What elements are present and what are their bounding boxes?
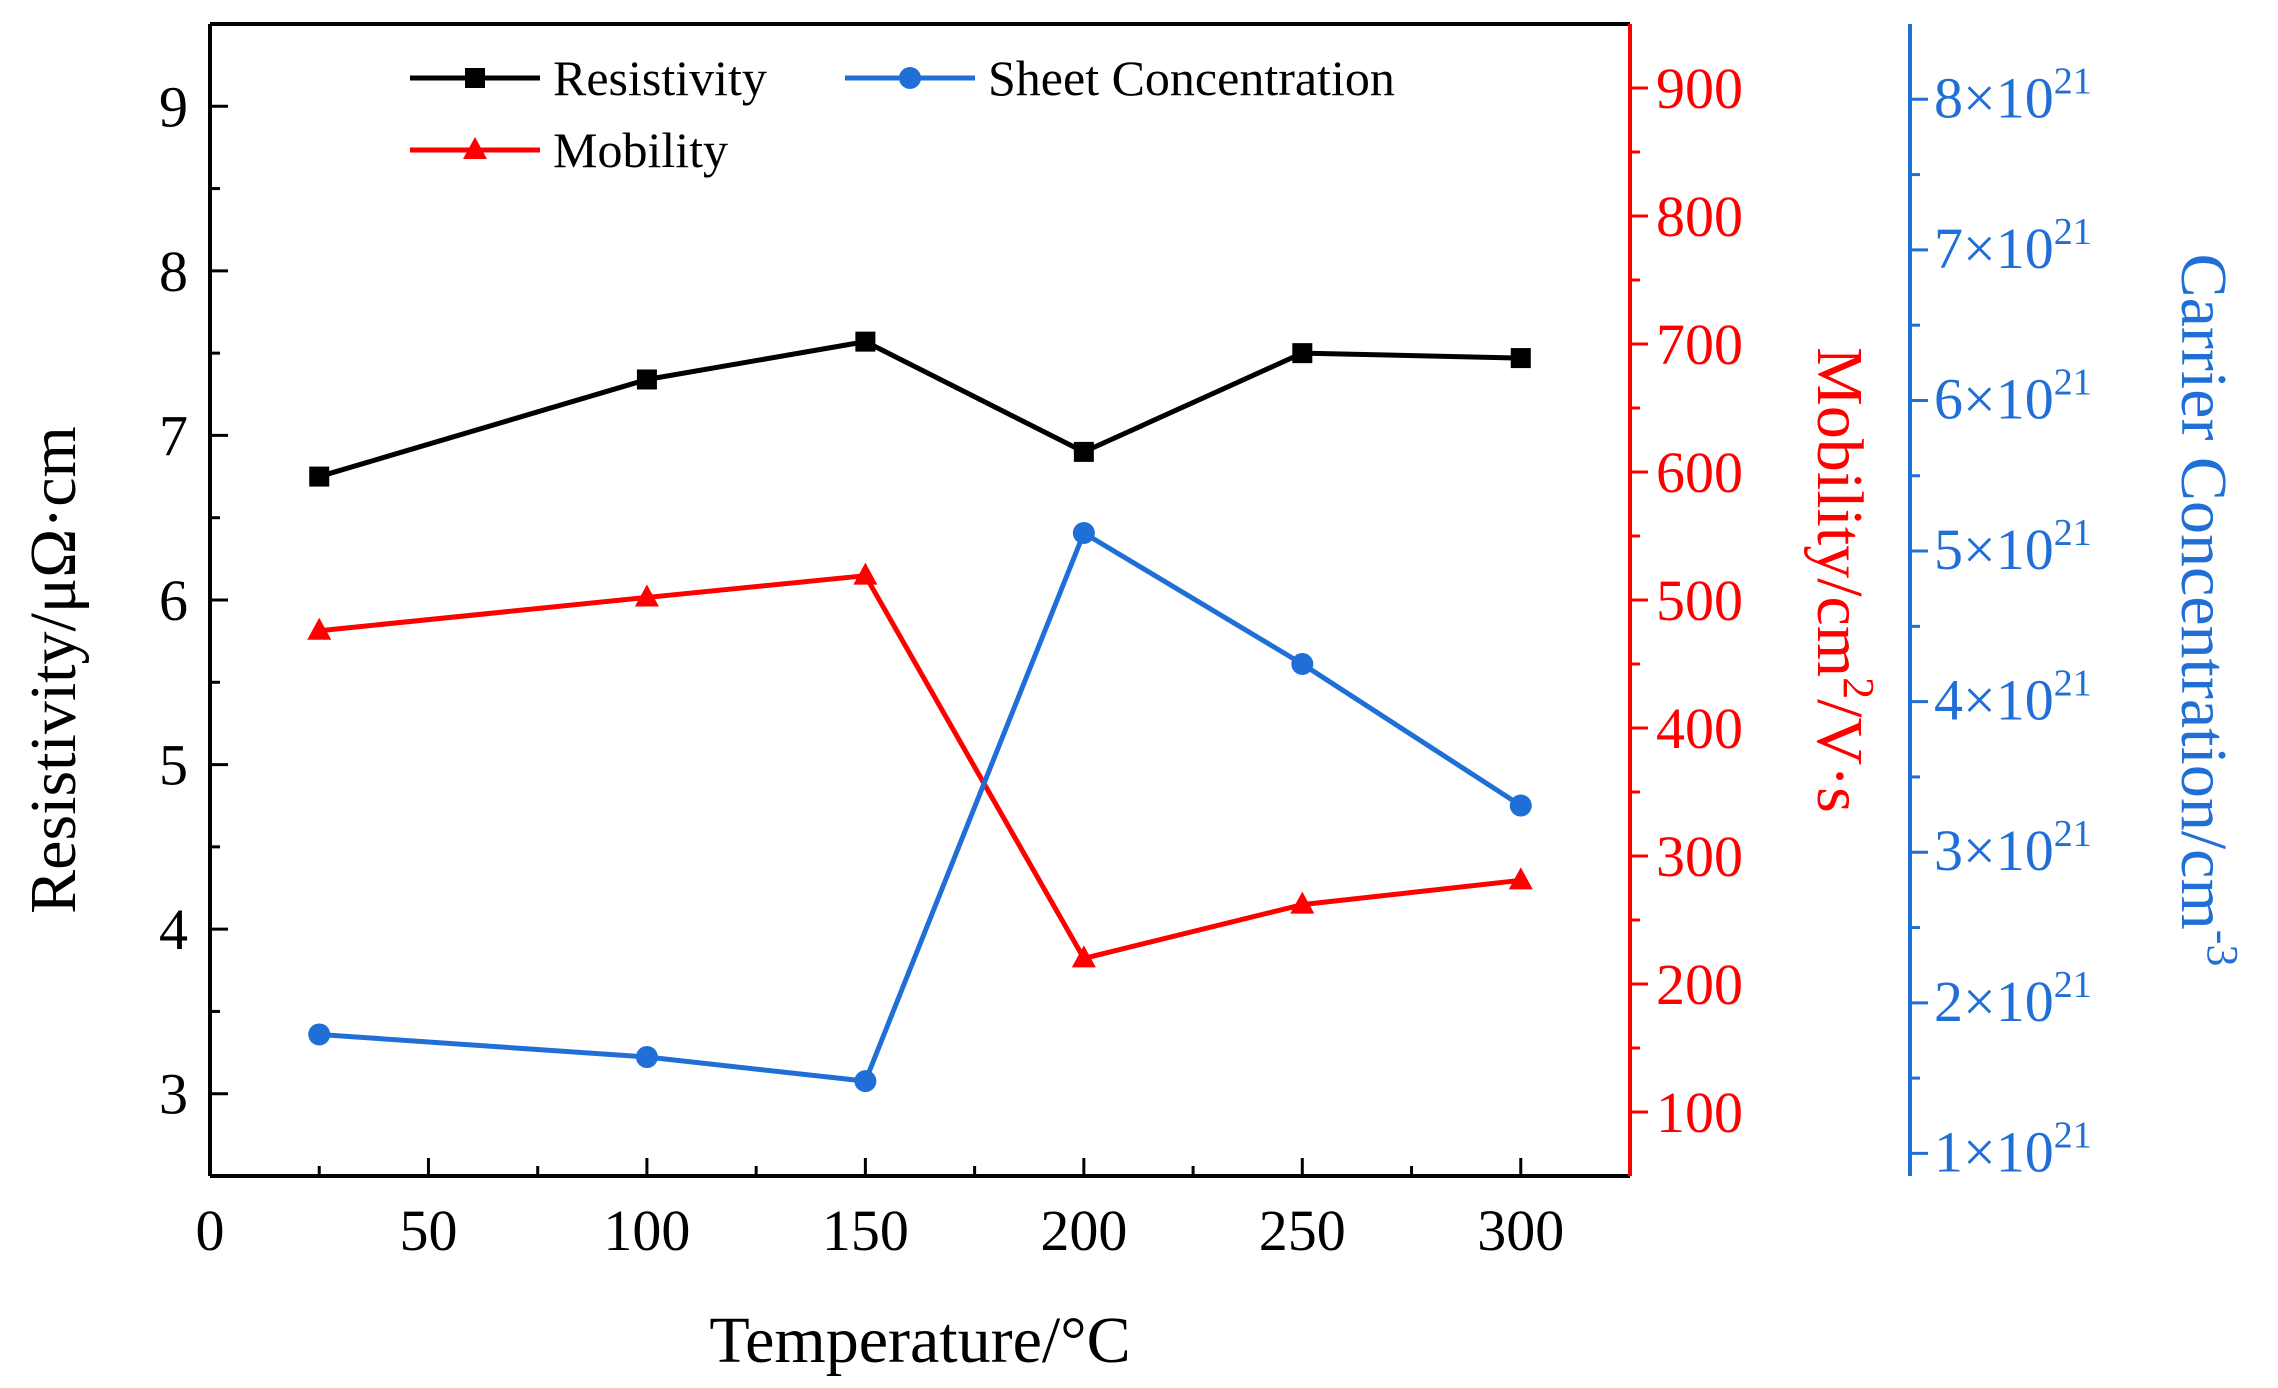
legend-label: Sheet Concentration — [988, 50, 1395, 106]
right2-tick-exponent: 21 — [2054, 361, 2092, 403]
right1-axis-title-sup: 2 — [1834, 677, 1883, 699]
right1-tick-label: 700 — [1656, 312, 1743, 377]
right2-tick-mantissa: 7×10 — [1934, 216, 2054, 281]
legend-label: Resistivity — [553, 50, 767, 106]
x-ticks: 0 50 100 150 200 250 300 — [196, 1158, 1564, 1263]
right2-tick-label: 4×1021 — [1934, 663, 2092, 733]
right2-tick-label: 6×1021 — [1934, 361, 2092, 431]
left-tick-label: 5 — [159, 733, 188, 798]
data-point — [1292, 343, 1313, 364]
data-point — [1290, 891, 1315, 914]
series-resistivity — [309, 331, 1531, 487]
right1-tick-label: 200 — [1656, 952, 1743, 1017]
right2-tick-exponent: 21 — [2054, 512, 2092, 554]
right2-axis-title-prefix: Carrier Concentration/cm — [2167, 254, 2240, 930]
data-point — [309, 466, 330, 487]
right2-tick-exponent: 21 — [2054, 813, 2092, 855]
right2-y-ticks: 1×10212×10213×10214×10215×10216×10217×10… — [1910, 60, 2092, 1184]
right2-tick-mantissa: 8×10 — [1934, 65, 2054, 130]
data-point — [854, 1070, 877, 1093]
right2-axis-title-sup: -3 — [2198, 930, 2247, 967]
right2-tick-label: 1×1021 — [1934, 1114, 2092, 1184]
data-point — [636, 369, 657, 390]
series-sheet-concentration — [308, 521, 1532, 1093]
right1-tick-label: 300 — [1656, 824, 1743, 889]
right1-tick-label: 500 — [1656, 568, 1743, 633]
data-point — [1510, 348, 1531, 369]
legend-label: Mobility — [553, 122, 728, 178]
data-point — [307, 617, 332, 640]
right2-tick-mantissa: 6×10 — [1934, 366, 2054, 431]
right2-tick-label: 8×1021 — [1934, 60, 2092, 130]
right1-y-ticks: 100 200 300 400 500 600 700 800 900 — [1630, 56, 1743, 1145]
data-point — [855, 331, 876, 352]
left-axis-title: Resistivity/μΩ·cm — [17, 426, 90, 914]
left-y-ticks: 3 4 5 6 7 8 9 — [159, 74, 228, 1127]
data-point — [1073, 441, 1094, 462]
right2-tick-mantissa: 5×10 — [1934, 517, 2054, 582]
right1-axis-title-suffix: /V·s — [1803, 699, 1876, 813]
left-tick-label: 8 — [159, 239, 188, 304]
legend-item: Resistivity — [410, 50, 767, 106]
legend-marker — [465, 68, 485, 88]
data-point — [853, 562, 878, 585]
right1-axis-title: Mobility/cm2/V·s — [1803, 347, 1883, 813]
right2-tick-exponent: 21 — [2054, 964, 2092, 1006]
left-tick-label: 7 — [159, 403, 188, 468]
right1-tick-label: 400 — [1656, 696, 1743, 761]
right2-tick-exponent: 21 — [2054, 60, 2092, 102]
left-tick-label: 6 — [159, 568, 188, 633]
x-tick-label: 200 — [1040, 1198, 1127, 1263]
right2-tick-mantissa: 2×10 — [1934, 969, 2054, 1034]
data-point — [1072, 521, 1095, 544]
x-tick-label: 300 — [1477, 1198, 1564, 1263]
series-line — [318, 573, 1522, 961]
data-point — [308, 1023, 331, 1046]
right2-axis-title: Carrier Concentration/cm-3 — [2167, 254, 2247, 967]
right2-tick-exponent: 21 — [2054, 1114, 2092, 1156]
right1-tick-label: 600 — [1656, 440, 1743, 505]
x-axis-title: Temperature/°C — [709, 1304, 1130, 1377]
right1-tick-label: 900 — [1656, 56, 1743, 121]
legend: Resistivity Sheet Concentration Mobility — [410, 50, 1395, 178]
right2-tick-exponent: 21 — [2054, 211, 2092, 253]
right2-tick-label: 3×1021 — [1934, 813, 2092, 883]
x-tick-label: 50 — [399, 1198, 457, 1263]
right2-tick-label: 7×1021 — [1934, 211, 2092, 281]
data-point — [635, 1046, 658, 1069]
right2-tick-mantissa: 3×10 — [1934, 818, 2054, 883]
right2-tick-label: 5×1021 — [1934, 512, 2092, 582]
left-tick-label: 9 — [159, 74, 188, 139]
data-point — [1291, 653, 1314, 675]
legend-marker — [463, 137, 487, 159]
right1-axis-title-prefix: Mobility/cm — [1803, 347, 1876, 677]
x-tick-label: 0 — [196, 1198, 225, 1263]
right1-tick-label: 800 — [1656, 184, 1743, 249]
series-line — [319, 530, 1523, 1084]
data-point — [1508, 867, 1533, 890]
right2-tick-label: 2×1021 — [1934, 964, 2092, 1034]
x-tick-label: 150 — [822, 1198, 909, 1263]
right1-tick-label: 100 — [1656, 1080, 1743, 1145]
legend-item: Sheet Concentration — [845, 50, 1395, 106]
x-tick-label: 250 — [1259, 1198, 1346, 1263]
right2-tick-mantissa: 1×10 — [1934, 1119, 2054, 1184]
legend-item: Mobility — [410, 122, 728, 178]
left-tick-label: 3 — [159, 1062, 188, 1127]
x-tick-label: 100 — [603, 1198, 690, 1263]
left-tick-label: 4 — [159, 897, 188, 962]
data-point — [634, 584, 659, 607]
series-line — [318, 339, 1521, 479]
legend-marker — [899, 67, 921, 89]
data-point — [1509, 794, 1532, 817]
right2-tick-mantissa: 4×10 — [1934, 668, 2054, 733]
data-point — [1071, 945, 1096, 968]
series-mobility — [307, 562, 1533, 968]
right2-tick-exponent: 21 — [2054, 663, 2092, 705]
